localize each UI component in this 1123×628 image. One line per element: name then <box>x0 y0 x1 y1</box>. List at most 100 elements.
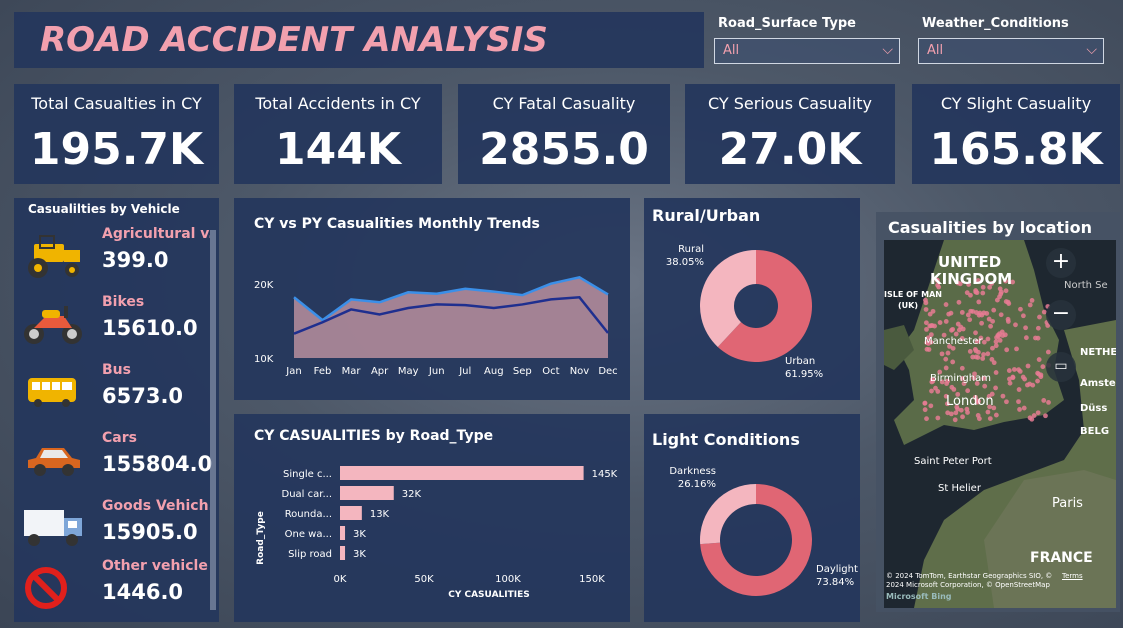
zoom-out-button[interactable]: − <box>1046 300 1076 330</box>
map-point <box>964 290 970 296</box>
map-point <box>980 284 986 290</box>
map-point <box>1041 398 1047 403</box>
map-point <box>1037 314 1042 320</box>
map-point <box>976 312 982 318</box>
map-point <box>972 347 978 352</box>
x-tick-label: Jul <box>458 366 471 377</box>
vehicle-item-goods[interactable]: Goods Vehich... 15905.0 <box>20 496 210 560</box>
chevron-down-icon: ⌵ <box>882 42 893 58</box>
bar[interactable] <box>340 506 362 520</box>
map-point <box>986 316 992 322</box>
vehicle-item-bus[interactable]: Bus 6573.0 <box>20 360 206 424</box>
map-point <box>1004 399 1009 405</box>
light-conditions-title: Light Conditions <box>652 430 800 449</box>
map-point <box>1046 400 1051 405</box>
kpi-value: 27.0K <box>718 124 862 175</box>
bar[interactable] <box>340 466 584 480</box>
map-point <box>987 284 993 290</box>
select-area-icon[interactable]: ▭ <box>1046 352 1076 382</box>
rural-urban-donut: Urban 61.95% Rural 38.05% <box>666 244 823 380</box>
road-surface-dropdown[interactable]: All ⌵ <box>714 38 900 64</box>
trend-chart-title: CY vs PY Casualities Monthly Trends <box>254 216 540 232</box>
vehicle-item-agricultural[interactable]: Agricultural v... 399.0 <box>20 224 210 288</box>
map-point <box>978 335 984 341</box>
chevron-down-icon: ⌵ <box>1086 42 1097 58</box>
map-point <box>976 299 982 305</box>
vehicle-value: 155804.0 <box>102 452 213 476</box>
road-type-chart: Road_Type CY CASUALITIES Single c... 145K… <box>256 466 618 600</box>
bar[interactable] <box>340 486 394 500</box>
map-title: Casualities by location <box>888 218 1093 237</box>
donut-slice-daylight[interactable] <box>700 484 812 596</box>
map-point <box>985 351 991 357</box>
terms-link[interactable]: Terms <box>1062 572 1083 580</box>
kpi-serious[interactable]: CY Serious Casuality 27.0K <box>685 84 895 184</box>
data-label: 3K <box>353 529 366 540</box>
kpi-total-accidents[interactable]: Total Accidents in CY 144K <box>234 84 442 184</box>
vehicle-name: Cars <box>102 430 137 446</box>
vehicle-scrollbar[interactable] <box>210 230 216 610</box>
map-point <box>971 375 977 381</box>
map-point <box>943 393 949 399</box>
x-tick-label: 50K <box>414 574 434 585</box>
x-tick-label: Dec <box>598 366 617 377</box>
map-label: BELG <box>1080 426 1110 437</box>
tractor-icon <box>28 235 80 278</box>
vehicle-name: Bikes <box>102 294 145 310</box>
map-point <box>1035 370 1041 376</box>
weather-slicer[interactable]: Weather_Conditions All ⌵ <box>914 10 1112 68</box>
category-label: One wa... <box>285 529 332 540</box>
kpi-label: Total Casualties in CY <box>31 94 202 113</box>
map-point <box>1030 382 1036 388</box>
kpi-fatal[interactable]: CY Fatal Casuality 2855.0 <box>458 84 670 184</box>
vehicle-item-bikes[interactable]: Bikes 15610.0 <box>20 292 206 356</box>
kpi-slight[interactable]: CY Slight Casuality 165.8K <box>912 84 1120 184</box>
bar[interactable] <box>340 546 346 560</box>
map-point <box>1043 413 1048 419</box>
map-point <box>1006 368 1012 373</box>
map-point <box>937 369 943 375</box>
weather-dropdown[interactable]: All ⌵ <box>918 38 1104 64</box>
map-point <box>991 405 997 411</box>
map-point <box>1016 367 1022 373</box>
donut-slice-rural[interactable] <box>700 250 756 347</box>
light-conditions-donut: Daylight 73.84% Darkness 26.16% <box>669 466 858 596</box>
map-canvas[interactable]: UNITED KINGDOM North Se ISLE OF MAN (UK)… <box>884 240 1116 608</box>
map-point <box>968 292 973 298</box>
map-label: KINGDOM <box>930 270 1013 288</box>
car-icon <box>28 448 80 476</box>
weather-label: Weather_Conditions <box>922 16 1069 31</box>
road-type-chart-title: CY CASUALITIES by Road_Type <box>254 428 494 444</box>
donut-slice-urban[interactable] <box>717 250 812 362</box>
map-point <box>956 299 962 305</box>
map-point <box>930 376 935 382</box>
map-point <box>1007 380 1013 386</box>
map-point <box>955 321 961 327</box>
map-point <box>943 356 949 362</box>
map-point <box>958 407 964 413</box>
map-point <box>1003 288 1009 294</box>
zoom-in-button[interactable]: + <box>1046 248 1076 278</box>
road-surface-slicer[interactable]: Road_Surface Type All ⌵ <box>710 10 908 68</box>
map-point <box>991 360 997 366</box>
vehicle-item-cars[interactable]: Cars 155804.0 <box>20 428 212 492</box>
map-point <box>975 278 981 283</box>
bar[interactable] <box>340 526 346 540</box>
x-tick-label: Nov <box>570 366 590 377</box>
donut-slice-darkness[interactable] <box>700 484 756 545</box>
slice-percent-label: 61.95% <box>785 369 823 380</box>
map-point <box>950 326 956 332</box>
map-point <box>945 378 951 384</box>
map-point <box>987 404 992 410</box>
kpi-total-casualties[interactable]: Total Casualties in CY 195.7K <box>14 84 219 184</box>
weather-value: All <box>927 43 944 58</box>
map-point <box>993 385 998 391</box>
x-tick-label: Aug <box>484 366 504 377</box>
map-point <box>948 411 954 417</box>
map-point <box>984 311 990 316</box>
vehicle-item-other[interactable]: Other vehicle 1446.0 <box>20 556 208 620</box>
map-point <box>974 339 980 344</box>
vehicle-panel: Casualilties by Vehicle Agricultural v..… <box>14 198 219 622</box>
map-point <box>1035 410 1041 416</box>
x-tick-label: 100K <box>495 574 521 585</box>
